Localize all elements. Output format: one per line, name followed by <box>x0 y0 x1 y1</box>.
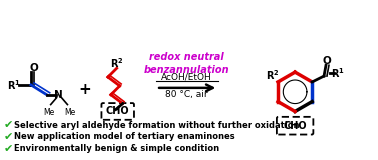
Text: $\mathregular{R^2}$: $\mathregular{R^2}$ <box>266 68 280 82</box>
Text: ✔: ✔ <box>3 132 13 142</box>
Text: redox neutral
benzannulation: redox neutral benzannulation <box>144 52 229 75</box>
FancyBboxPatch shape <box>277 117 313 135</box>
Text: +: + <box>79 82 91 97</box>
Text: CHO: CHO <box>284 121 307 131</box>
Text: Me: Me <box>43 108 54 116</box>
FancyBboxPatch shape <box>101 103 134 120</box>
Text: Selective aryl aldehyde formation without further oxidation: Selective aryl aldehyde formation withou… <box>14 121 300 130</box>
Text: ✔: ✔ <box>3 144 13 154</box>
Text: O: O <box>322 56 332 66</box>
Text: New application model of tertiary enaminones: New application model of tertiary enamin… <box>14 132 235 141</box>
Text: N: N <box>54 90 63 100</box>
Text: $\mathregular{R^1}$: $\mathregular{R^1}$ <box>7 78 21 92</box>
Text: Environmentally benign & simple condition: Environmentally benign & simple conditio… <box>14 144 219 153</box>
Text: CHO: CHO <box>106 106 130 116</box>
Text: Me: Me <box>64 108 75 116</box>
Text: O: O <box>29 63 38 73</box>
Text: $\mathregular{R^2}$: $\mathregular{R^2}$ <box>110 56 124 70</box>
Text: $\mathregular{R^1}$: $\mathregular{R^1}$ <box>331 66 345 80</box>
Text: ✔: ✔ <box>3 120 13 130</box>
Text: 80 °C, air: 80 °C, air <box>166 90 208 99</box>
Text: AcOH/EtOH: AcOH/EtOH <box>161 72 212 82</box>
